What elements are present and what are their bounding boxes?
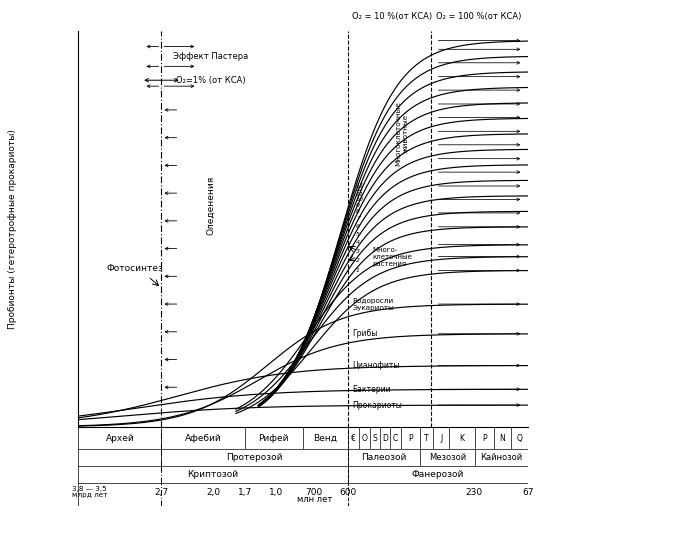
Text: Прокариоты: Прокариоты [353,401,402,410]
Text: P: P [482,434,487,442]
Text: Фанерозой: Фанерозой [412,470,464,479]
Text: €: € [351,434,356,442]
Text: Венд: Венд [313,434,338,442]
Text: Оледенения: Оледенения [206,175,215,234]
Text: Протерозой: Протерозой [227,453,283,462]
Text: Многоклеточные
животные: Многоклеточные животные [396,101,409,166]
Text: 1,7: 1,7 [238,488,252,497]
Text: P: P [408,434,413,442]
Text: 2: 2 [356,258,360,263]
Text: Эффект Пастера: Эффект Пастера [173,52,249,61]
Text: 230: 230 [465,488,482,497]
Text: 9: 9 [356,203,360,208]
Text: Криптозой: Криптозой [187,470,239,479]
Text: S: S [373,434,377,442]
Text: C: C [393,434,398,442]
Text: Цианофиты: Цианофиты [353,361,400,370]
Text: Афебий: Афебий [185,434,221,442]
Text: 12: 12 [356,187,364,192]
Text: D: D [382,434,388,442]
Text: Кайнозой: Кайнозой [480,453,522,462]
Text: Бактерии: Бактерии [353,384,391,394]
Text: 3,8 — 3,5
млрд лет: 3,8 — 3,5 млрд лет [72,486,108,498]
Text: Водоросли
Эукариоты: Водоросли Эукариоты [353,297,394,311]
Text: Фотосинтез: Фотосинтез [106,264,163,273]
Text: 13: 13 [356,183,364,188]
Text: 11: 11 [356,192,364,197]
Text: 4: 4 [356,240,360,245]
Text: 5: 5 [356,232,360,237]
Text: K: K [460,434,464,442]
Text: Пробионты (гетеротрофные прокариоты): Пробионты (гетеротрофные прокариоты) [7,129,17,329]
Text: N: N [499,434,505,442]
Text: 10: 10 [356,197,364,202]
Text: Грибы: Грибы [353,329,378,338]
Text: O₂=1% (от КСА): O₂=1% (от КСА) [176,76,246,85]
Text: 600: 600 [339,488,357,497]
Text: 1,0: 1,0 [269,488,283,497]
Text: Q: Q [516,434,522,442]
Text: O₂ = 100 %(от КСА): O₂ = 100 %(от КСА) [436,12,521,21]
Text: O: O [362,434,367,442]
Text: 7: 7 [356,216,360,221]
Text: 6: 6 [356,224,360,229]
Text: 2,7: 2,7 [155,488,168,497]
Text: Мезозой: Мезозой [429,453,466,462]
Text: Рифей: Рифей [259,434,289,442]
Text: 700: 700 [306,488,323,497]
Text: 3: 3 [356,249,360,254]
Text: Много-
клеточные
растения: Много- клеточные растения [373,247,413,267]
Text: 1: 1 [356,268,360,273]
Text: 2,0: 2,0 [206,488,220,497]
Text: млн лет: млн лет [297,496,332,504]
Text: 67: 67 [522,488,533,497]
Text: O₂ = 10 %(от КСА): O₂ = 10 %(от КСА) [353,12,432,21]
Text: Палеозой: Палеозой [361,453,407,462]
Text: Архей: Архей [106,434,134,442]
Text: T: T [424,434,429,442]
Text: J: J [440,434,443,442]
Text: 8: 8 [356,209,360,214]
